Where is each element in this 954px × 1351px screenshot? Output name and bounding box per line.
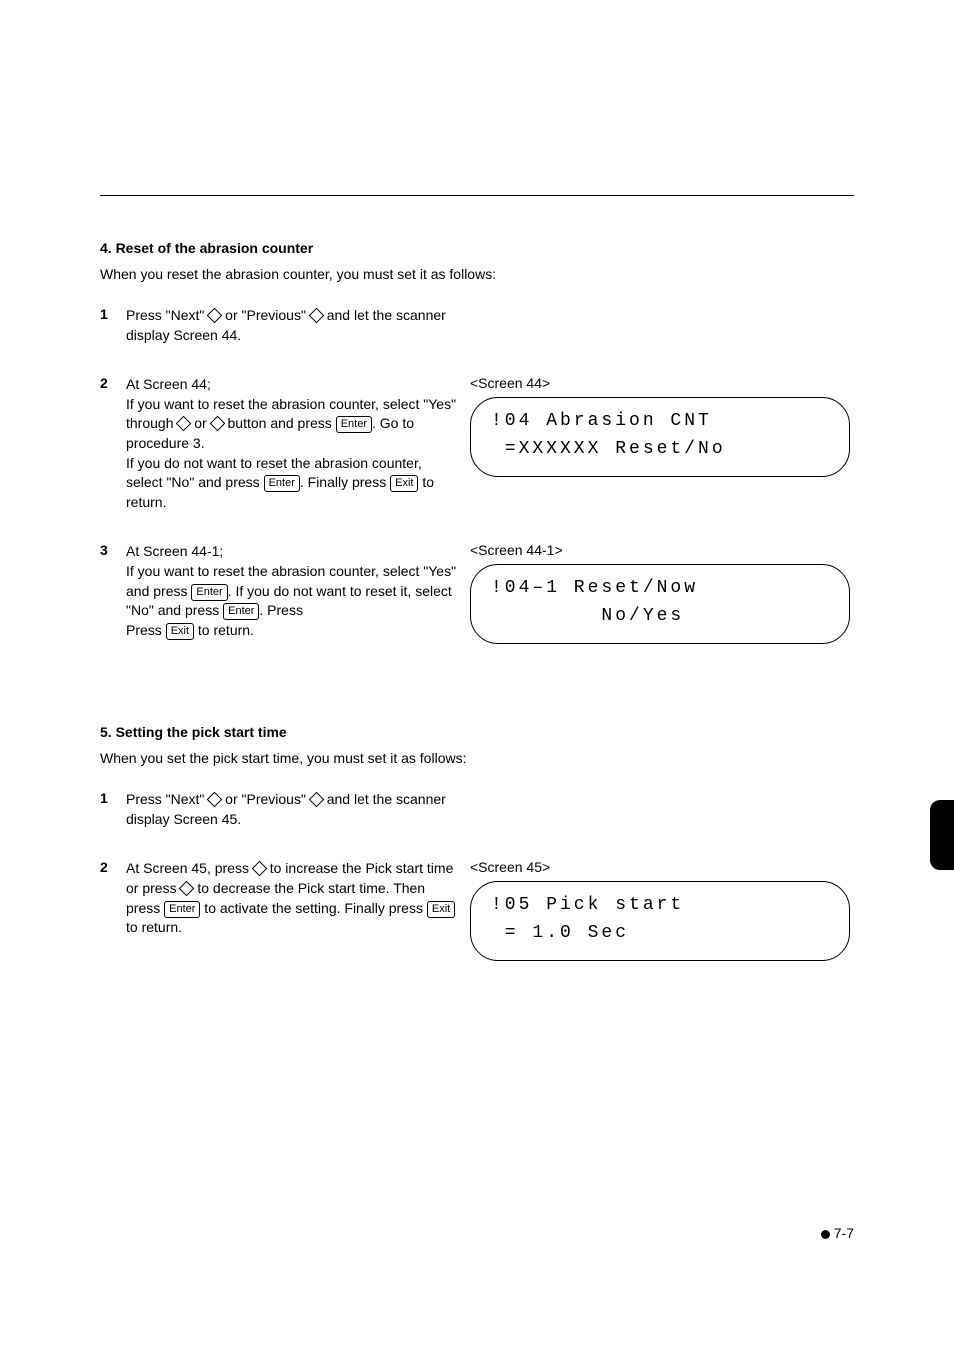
section4-step2-row: 2 At Screen 44; If you want to reset the… [100, 375, 854, 512]
page-number: 7-7 [821, 1225, 854, 1241]
section4-step3-row: 3 At Screen 44-1; If you want to reset t… [100, 542, 854, 644]
step-body: Press "Next" or "Previous" and let the s… [126, 790, 460, 829]
enter-key-icon: Enter [223, 603, 259, 620]
diamond-up-icon [252, 861, 268, 877]
step-number: 2 [100, 375, 126, 391]
text-press: Press [126, 622, 166, 638]
enter-key-icon: Enter [336, 416, 372, 433]
lcd-line: !04 Abrasion CNT [491, 408, 829, 436]
lcd-line: No/Yes [491, 603, 829, 631]
screen44-1-lcd: !04–1 Reset/Now No/Yes [470, 564, 850, 644]
step-body: At Screen 44-1; If you want to reset the… [126, 542, 460, 640]
step-number: 1 [100, 790, 126, 806]
text: to return. [194, 622, 254, 638]
text: At Screen 45, press [126, 860, 253, 876]
screen44-label: <Screen 44> [470, 375, 854, 391]
section4-step1-row: 1 Press "Next" or "Previous" and let the… [100, 306, 854, 345]
text: At Screen 44-1; [126, 543, 223, 559]
text: At Screen 44; [126, 376, 211, 392]
step-number: 3 [100, 542, 126, 558]
section4-title: 4. Reset of the abrasion counter [100, 240, 854, 256]
text: or "Previous" [221, 307, 310, 323]
section-thumb-tab [930, 800, 954, 870]
enter-key-icon: Enter [191, 584, 227, 601]
screen44-lcd: !04 Abrasion CNT =XXXXXX Reset/No [470, 397, 850, 477]
text: or [190, 415, 210, 431]
page-content: 4. Reset of the abrasion counter When yo… [100, 240, 854, 991]
exit-key-icon: Exit [390, 475, 418, 492]
text: to return. [126, 919, 182, 935]
lcd-line: =XXXXXX Reset/No [491, 436, 829, 464]
lcd-line: !05 Pick start [491, 892, 829, 920]
text: to activate the setting. Finally press [200, 900, 426, 916]
text: . Finally press [300, 474, 390, 490]
section5-step1-row: 1 Press "Next" or "Previous" and let the… [100, 790, 854, 829]
section5-intro: When you set the pick start time, you mu… [100, 750, 854, 766]
exit-key-icon: Exit [166, 623, 194, 640]
lcd-line: !04–1 Reset/Now [491, 575, 829, 603]
section4-intro: When you reset the abrasion counter, you… [100, 266, 854, 282]
text: Press "Next" [126, 791, 208, 807]
exit-key-icon: Exit [427, 901, 455, 918]
enter-key-icon: Enter [164, 901, 200, 918]
step-body: At Screen 45, press to increase the Pick… [126, 859, 460, 937]
step-body: At Screen 44; If you want to reset the a… [126, 375, 460, 512]
text: button and press [224, 415, 336, 431]
page-number-text: 7-7 [834, 1225, 854, 1241]
step-body: Press "Next" or "Previous" and let the s… [126, 306, 460, 345]
screen45-lcd: !05 Pick start = 1.0 Sec [470, 881, 850, 961]
enter-key-icon: Enter [264, 475, 300, 492]
section5-step2-row: 2 At Screen 45, press to increase the Pi… [100, 859, 854, 961]
text: Press "Next" [126, 307, 208, 323]
diamond-right-icon [209, 416, 225, 432]
step-number: 2 [100, 859, 126, 875]
diamond-left-icon [309, 792, 325, 808]
lcd-line: = 1.0 Sec [491, 920, 829, 948]
diamond-left-icon [309, 308, 325, 324]
section5-title: 5. Setting the pick start time [100, 724, 854, 740]
screen44-1-label: <Screen 44-1> [470, 542, 854, 558]
text: . Press [259, 602, 303, 618]
step-number: 1 [100, 306, 126, 322]
header-rule [100, 195, 854, 196]
bullet-icon [821, 1230, 830, 1239]
text: or "Previous" [221, 791, 310, 807]
screen45-label: <Screen 45> [470, 859, 854, 875]
